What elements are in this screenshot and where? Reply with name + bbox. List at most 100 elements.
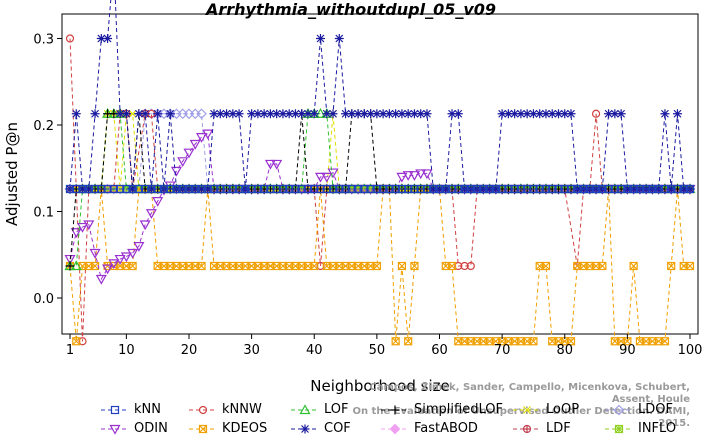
credit-line-1: Campos, Zimek, Sander, Campello, Micenko…	[369, 382, 690, 405]
data-point	[222, 184, 231, 194]
data-point	[247, 109, 257, 119]
legend-swatch	[513, 424, 541, 433]
data-point	[447, 184, 457, 194]
legend-item-lof: LOF	[290, 402, 349, 418]
data-point	[96, 34, 106, 43]
data-point	[203, 184, 212, 194]
data-point	[128, 184, 137, 194]
data-point	[128, 184, 138, 194]
data-point	[141, 184, 150, 194]
data-point	[209, 109, 219, 119]
data-point	[660, 184, 670, 194]
data-point	[139, 220, 151, 231]
plot-border	[61, 13, 699, 335]
data-point	[622, 184, 632, 194]
data-point	[264, 159, 276, 170]
legend-label: LDOF	[638, 402, 673, 417]
data-point	[146, 184, 156, 194]
data-point	[667, 184, 676, 194]
data-point	[97, 184, 106, 194]
data-point	[316, 34, 326, 43]
data-point	[679, 184, 689, 194]
x-tick-label: 10	[118, 343, 135, 358]
data-point	[71, 109, 81, 119]
data-point	[178, 184, 187, 194]
data-point	[197, 184, 206, 194]
data-point	[272, 109, 282, 119]
data-point	[195, 133, 208, 143]
data-point	[353, 184, 363, 194]
legend-swatch	[381, 405, 409, 414]
data-point	[341, 109, 351, 119]
data-point	[147, 184, 156, 194]
data-point	[541, 109, 551, 119]
legend-item-knnw: kNNW	[188, 402, 262, 418]
data-point	[116, 184, 125, 194]
data-point	[209, 184, 219, 194]
data-point	[360, 184, 369, 194]
data-point	[579, 184, 588, 194]
data-point	[391, 337, 400, 346]
data-point	[666, 184, 676, 194]
data-point	[491, 184, 501, 194]
data-point	[428, 184, 438, 194]
x-tick-label: 80	[556, 343, 573, 358]
data-point	[454, 184, 463, 194]
legend-swatch	[513, 405, 541, 414]
legend-item-cof: COF	[290, 421, 351, 437]
data-point	[573, 184, 582, 194]
data-point	[316, 261, 325, 271]
data-point	[83, 220, 95, 231]
legend-label: FastABOD	[414, 421, 478, 436]
x-tick-label: 50	[369, 343, 386, 358]
data-point	[72, 184, 81, 194]
legend-item-simplifiedlof: SimplifiedLOF	[380, 402, 503, 418]
data-point	[416, 184, 425, 194]
data-point	[234, 184, 244, 194]
data-point	[215, 109, 225, 119]
data-point	[341, 184, 350, 194]
legend-swatch	[101, 424, 129, 435]
data-point	[598, 261, 607, 271]
data-point	[310, 184, 319, 194]
data-point	[266, 184, 275, 194]
data-point	[64, 254, 76, 265]
data-point	[447, 261, 457, 271]
legend-label: LoOP	[546, 402, 580, 417]
x-tick-label: 100	[678, 343, 702, 358]
legend-swatch	[101, 405, 129, 414]
data-point	[278, 109, 288, 119]
data-point	[197, 184, 207, 194]
data-point	[102, 264, 114, 275]
data-point	[648, 184, 657, 194]
data-point	[566, 109, 576, 119]
data-point	[384, 109, 394, 119]
data-point	[391, 184, 400, 194]
series-ldof	[64, 108, 696, 195]
data-point	[479, 184, 488, 194]
data-point	[303, 184, 313, 194]
data-point	[114, 254, 126, 265]
legend-item-kdeos: KDEOS	[188, 421, 267, 437]
data-point	[553, 109, 563, 119]
legend-label: COF	[324, 421, 351, 436]
data-point	[491, 184, 500, 194]
data-point	[203, 184, 213, 194]
data-point	[90, 109, 100, 119]
data-point	[247, 184, 256, 194]
data-point	[385, 184, 394, 194]
data-point	[679, 184, 688, 194]
data-point	[660, 109, 670, 119]
data-point	[566, 184, 576, 194]
data-point	[78, 337, 87, 346]
x-axis-label: Neighborhood size	[310, 377, 450, 395]
data-point	[65, 34, 75, 43]
data-point	[76, 222, 89, 233]
data-point	[120, 252, 132, 263]
data-point	[560, 109, 570, 119]
data-point	[260, 184, 269, 194]
data-point	[183, 148, 195, 159]
data-point	[410, 184, 419, 194]
data-point	[460, 261, 469, 271]
